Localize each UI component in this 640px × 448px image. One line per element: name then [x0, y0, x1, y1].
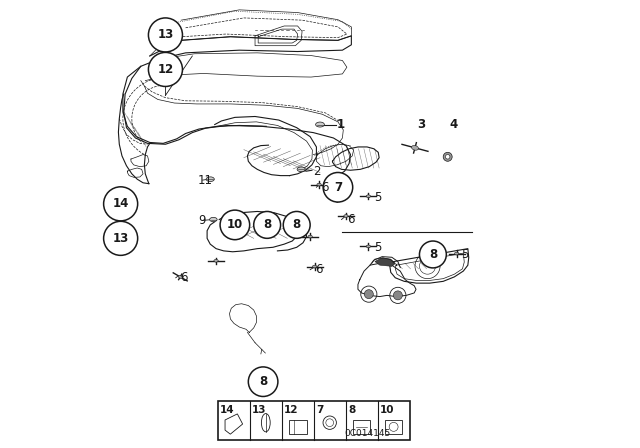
- Ellipse shape: [179, 275, 182, 279]
- Circle shape: [323, 172, 353, 202]
- Bar: [218, 401, 410, 440]
- Circle shape: [253, 211, 280, 238]
- Bar: [353, 420, 371, 434]
- Text: 6: 6: [321, 181, 328, 194]
- Text: 7: 7: [316, 405, 323, 415]
- Bar: [385, 420, 403, 434]
- Text: 3: 3: [418, 118, 426, 131]
- Circle shape: [284, 211, 310, 238]
- Polygon shape: [375, 258, 396, 266]
- Circle shape: [104, 187, 138, 221]
- Ellipse shape: [316, 122, 324, 127]
- Text: 13: 13: [157, 28, 173, 42]
- Circle shape: [445, 155, 450, 159]
- Text: 6: 6: [347, 213, 355, 226]
- Text: 10: 10: [227, 218, 243, 232]
- Text: 8: 8: [292, 218, 301, 232]
- Ellipse shape: [317, 183, 321, 186]
- Circle shape: [248, 367, 278, 396]
- Ellipse shape: [214, 259, 218, 262]
- Text: 8: 8: [259, 375, 268, 388]
- Text: 0C014145: 0C014145: [344, 429, 390, 438]
- Circle shape: [394, 291, 403, 300]
- Text: 5: 5: [374, 190, 381, 204]
- Circle shape: [148, 18, 182, 52]
- Text: 13: 13: [252, 405, 266, 415]
- Ellipse shape: [308, 235, 312, 238]
- Text: 6: 6: [180, 271, 188, 284]
- Ellipse shape: [412, 146, 419, 150]
- Bar: [289, 420, 307, 434]
- Text: 13: 13: [113, 232, 129, 245]
- Circle shape: [104, 221, 138, 255]
- Text: 14: 14: [220, 405, 235, 415]
- Text: 5: 5: [461, 248, 469, 261]
- Text: 7: 7: [334, 181, 342, 194]
- Text: 8: 8: [429, 248, 437, 261]
- Ellipse shape: [366, 245, 371, 248]
- Circle shape: [419, 241, 446, 268]
- Circle shape: [364, 290, 373, 299]
- Text: 1: 1: [337, 118, 345, 131]
- Text: 14: 14: [113, 197, 129, 211]
- Ellipse shape: [206, 177, 214, 181]
- Text: 6: 6: [316, 263, 323, 276]
- Text: 11: 11: [198, 173, 213, 187]
- Ellipse shape: [210, 217, 217, 222]
- Text: 5: 5: [374, 241, 381, 254]
- Text: 8: 8: [348, 405, 355, 415]
- Text: 10: 10: [380, 405, 394, 415]
- Text: 9: 9: [198, 214, 205, 227]
- Text: 2: 2: [313, 164, 321, 178]
- Ellipse shape: [454, 252, 459, 255]
- Circle shape: [220, 210, 250, 240]
- Ellipse shape: [366, 195, 371, 198]
- Text: 12: 12: [157, 63, 173, 76]
- Circle shape: [443, 152, 452, 161]
- Text: 4: 4: [450, 118, 458, 131]
- Text: 8: 8: [263, 218, 271, 232]
- Ellipse shape: [344, 215, 348, 217]
- Text: 12: 12: [284, 405, 298, 415]
- Circle shape: [148, 52, 182, 86]
- Ellipse shape: [297, 167, 305, 172]
- Ellipse shape: [312, 265, 317, 268]
